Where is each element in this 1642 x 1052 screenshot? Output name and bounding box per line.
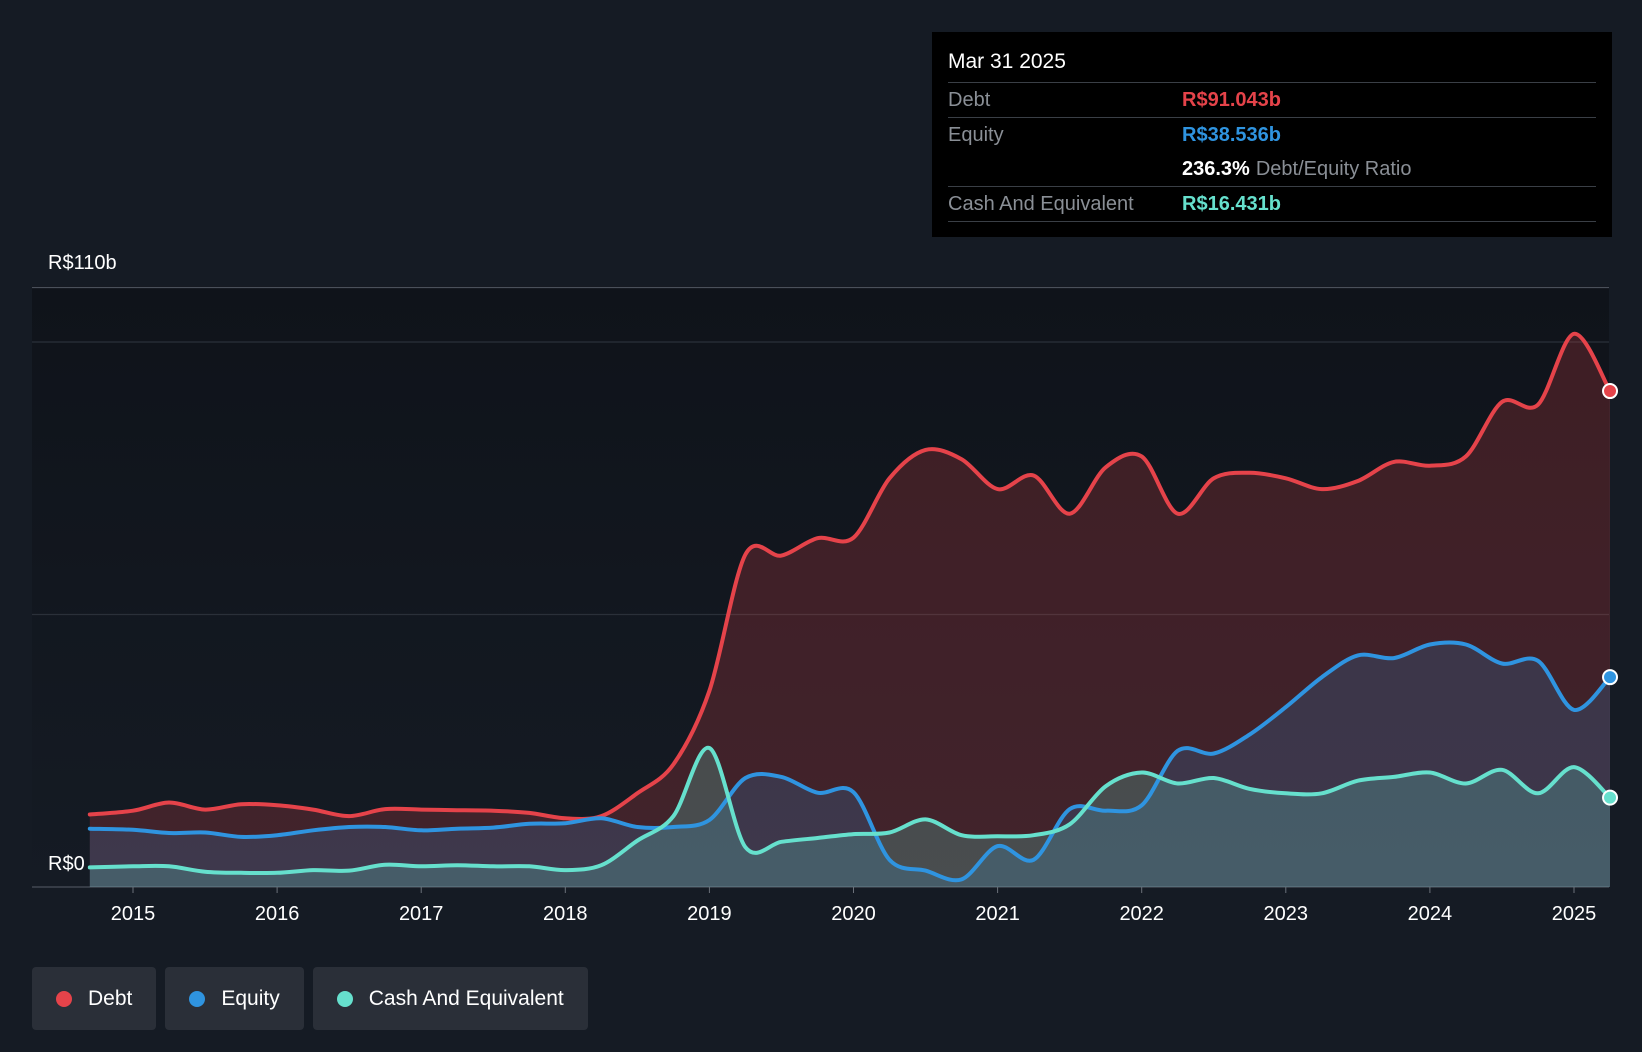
tooltip-debt-row: Debt R$91.043b <box>948 83 1596 118</box>
x-tick-label-2020: 2020 <box>831 903 876 925</box>
x-tick-label-2025: 2025 <box>1552 903 1597 925</box>
tooltip-equity-label: Equity <box>948 124 1004 146</box>
cash-and-equivalent-endpoint <box>1602 789 1619 806</box>
x-tick-label-2023: 2023 <box>1264 903 1309 925</box>
series-endpoints <box>1602 383 1619 806</box>
x-tick-label-2019: 2019 <box>687 903 732 925</box>
tooltip-ratio-value: 236.3% <box>1182 158 1250 180</box>
legend-label-cash: Cash And Equivalent <box>368 986 564 1010</box>
tooltip-ratio-spacer <box>948 152 1182 186</box>
tooltip-panel: Mar 31 2025 Debt R$91.043b Equity R$38.5… <box>932 32 1612 237</box>
legend-dot-debt-icon <box>56 990 72 1007</box>
cash-and-equivalent-line <box>87 745 1612 876</box>
tooltip-ratio-label: Debt/Equity Ratio <box>1255 158 1412 180</box>
x-tick-label-2021: 2021 <box>975 903 1020 925</box>
x-tick-label-2022: 2022 <box>1119 903 1164 925</box>
debt-line <box>87 331 1612 821</box>
tooltip-cash-label: Cash And Equivalent <box>948 193 1134 215</box>
equity-endpoint <box>1602 669 1619 686</box>
x-tick-label-2016: 2016 <box>255 903 300 925</box>
legend-label-equity: Equity <box>221 986 280 1010</box>
debt-endpoint <box>1602 383 1619 400</box>
tooltip-ratio-row: 236.3% Debt/Equity Ratio <box>948 152 1596 187</box>
legend-item-cash[interactable]: Cash And Equivalent <box>312 967 588 1030</box>
legend-item-debt[interactable]: Debt <box>32 967 157 1030</box>
tooltip-equity-value: R$38.536b <box>1182 124 1281 146</box>
x-tick-label-2015: 2015 <box>111 903 156 925</box>
chart-legend: Debt Equity Cash And Equivalent <box>32 967 588 1030</box>
tooltip-cash-value: R$16.431b <box>1182 193 1281 215</box>
legend-item-equity[interactable]: Equity <box>165 967 304 1030</box>
x-tick-label-2024: 2024 <box>1408 903 1453 925</box>
series-lines <box>87 331 1612 883</box>
legend-dot-cash-icon <box>336 990 353 1007</box>
tooltip-cash-row: Cash And Equivalent R$16.431b <box>948 187 1596 222</box>
plot-background <box>32 286 1609 887</box>
tooltip-date: Mar 31 2025 <box>948 46 1596 83</box>
x-tick-label-2018: 2018 <box>543 903 588 925</box>
tooltip-equity-row: Equity R$38.536b <box>948 118 1596 152</box>
equity-line <box>87 640 1612 883</box>
grid-lines <box>32 286 1609 888</box>
equity-area <box>89 642 1610 887</box>
x-axis-ticks: 2015 2016 2017 2018 2019 2020 2021 2022 2023 2024… <box>111 887 1597 925</box>
x-tick-label-2017: 2017 <box>399 903 444 925</box>
y-axis-top-label: R$110b <box>48 252 117 274</box>
y-axis-bottom-label: R$0 <box>48 853 85 875</box>
legend-dot-equity-icon <box>189 990 206 1007</box>
legend-label-debt: Debt <box>88 986 133 1010</box>
tooltip-debt-value: R$91.043b <box>1182 89 1281 111</box>
tooltip-debt-label: Debt <box>948 89 991 111</box>
